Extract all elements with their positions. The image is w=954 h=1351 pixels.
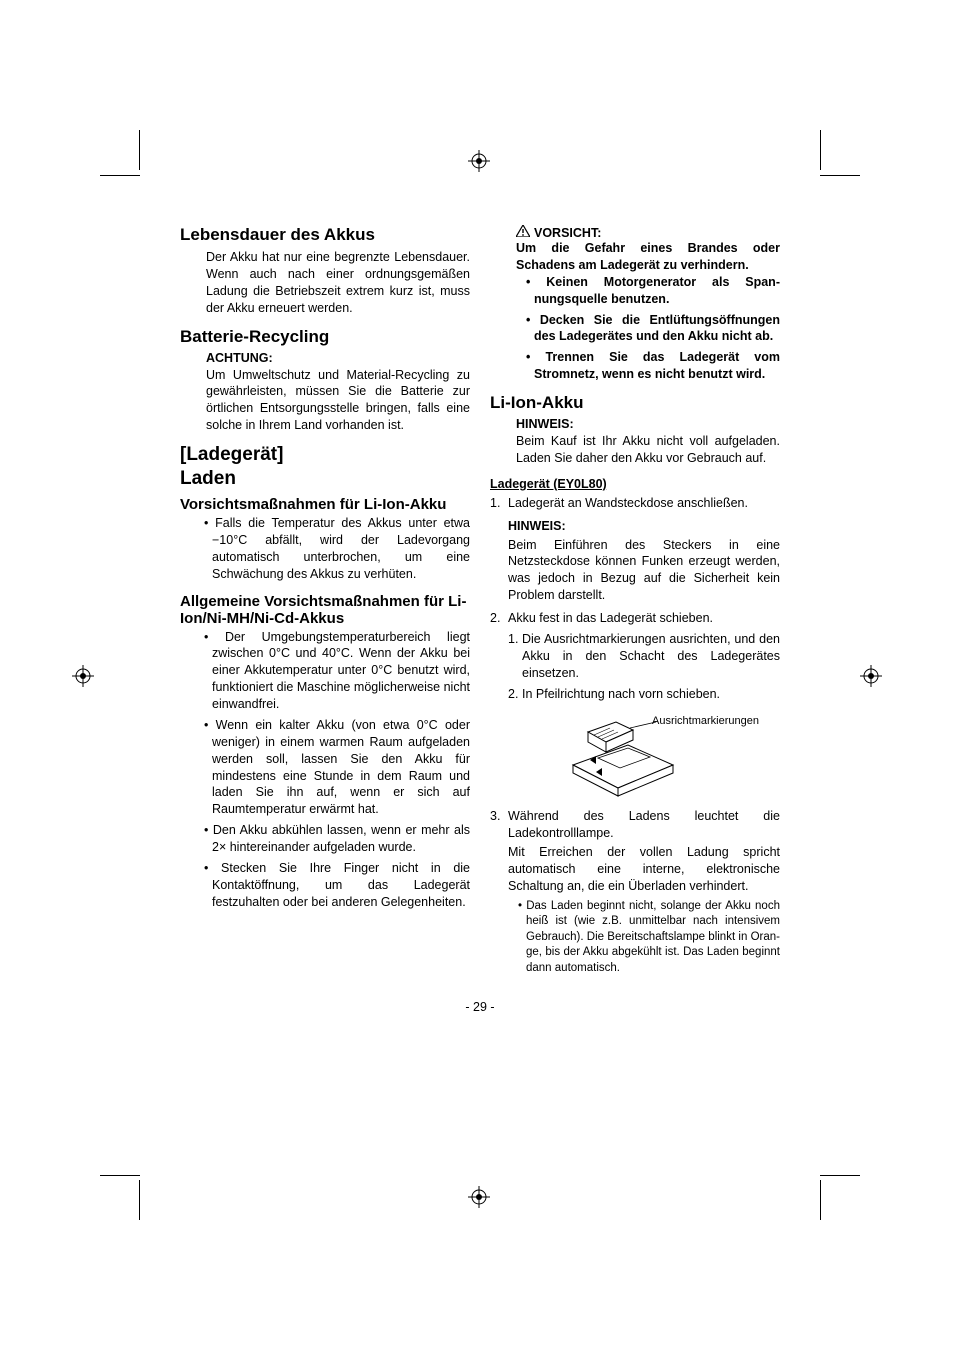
- list-item: Wenn ein kalter Akku (von etwa 0°C oder …: [202, 717, 470, 818]
- charger-figure: Ausrichtmarkierungen: [508, 710, 780, 800]
- vorsicht-heading: VORSICHT:: [490, 225, 780, 240]
- list-item: Keinen Motorgenerator als Span­nungsquel…: [524, 274, 780, 308]
- step-3b-text: Mit Erreichen der vollen Ladung spricht …: [508, 844, 780, 895]
- list-item: Trennen Sie das Ladegerät vom Stromnetz,…: [524, 349, 780, 383]
- substep-2: 2.In Pfeilrichtung nach vorn schieben.: [508, 686, 780, 703]
- vorsicht-label: VORSICHT:: [534, 226, 601, 240]
- achtung-label: ACHTUNG:: [180, 351, 470, 365]
- substep-1: 1.Die Ausrichtmarkierungen ausrichten, u…: [508, 631, 780, 682]
- figure-label: Ausrichtmarkierungen: [652, 714, 759, 729]
- charger-heading: [Ladegerät]: [180, 444, 470, 466]
- vorsicht-list: Keinen Motorgenerator als Span­nungsquel…: [490, 274, 780, 383]
- laden-heading: Laden: [180, 468, 470, 490]
- step-3: 3. Während des Ladens leuchtet die Ladek…: [490, 808, 780, 976]
- lebensdauer-body: Der Akku hat nur eine begrenzte Lebensda…: [180, 249, 470, 317]
- general-precaution-title: Allgemeine Vorsichtsmaßnahmen für Li-Ion…: [180, 593, 470, 627]
- liion-precaution-title: Vorsichtsmaßnahmen für Li-Ion-Akku: [180, 496, 470, 513]
- liion-precaution-list: Falls die Temperatur des Akkus unter etw…: [180, 515, 470, 583]
- section-title-lebensdauer: Lebensdauer des Akkus: [180, 225, 470, 245]
- steps-list: 1. Ladegerät an Wandsteckdose an­schließ…: [490, 495, 780, 977]
- step-3-bullet-list: Das Laden beginnt nicht, solange der Akk…: [508, 899, 780, 977]
- warning-icon: [516, 225, 530, 240]
- hinweis2-body: Beim Einführen des Steckers in eine Netz…: [508, 537, 780, 605]
- step-2-text: Akku fest in das Ladegerät schieben.: [508, 611, 713, 625]
- step-3a-text: Während des Ladens leuchtet die Ladekont…: [508, 809, 780, 840]
- page-content: Lebensdauer des Akkus Der Akku hat nur e…: [180, 225, 780, 1014]
- page-number: - 29 -: [180, 1000, 780, 1014]
- charger-model: Ladegerät (EY0L80): [490, 477, 780, 491]
- step-2: 2. Akku fest in das Ladegerät schieben. …: [490, 610, 780, 800]
- hinweis2-label: HINWEIS:: [508, 518, 780, 535]
- step-2-sublist: 1.Die Ausrichtmarkierungen ausrichten, u…: [508, 631, 780, 703]
- list-item: Das Laden beginnt nicht, solange der Akk…: [516, 899, 780, 977]
- liion-akku-title: Li-Ion-Akku: [490, 393, 780, 413]
- recycling-body: Um Umweltschutz und Material-Recycling z…: [180, 367, 470, 435]
- section-title-recycling: Batterie-Recycling: [180, 327, 470, 347]
- left-column: Lebensdauer des Akkus Der Akku hat nur e…: [180, 225, 470, 982]
- step-1: 1. Ladegerät an Wandsteckdose an­schließ…: [490, 495, 780, 604]
- vorsicht-intro: Um die Gefahr eines Brandes oder Schaden…: [490, 240, 780, 274]
- hinweis1-label: HINWEIS:: [490, 417, 780, 431]
- list-item: Den Akku abkühlen lassen, wenn er mehr a…: [202, 822, 470, 856]
- list-item: Der Umgebungstemperaturbereich liegt zwi…: [202, 629, 470, 713]
- list-item: Falls die Temperatur des Akkus unter etw…: [202, 515, 470, 583]
- list-item: Decken Sie die Entlüftungsöffnun­gen des…: [524, 312, 780, 346]
- step-1-text: Ladegerät an Wandsteckdose an­schließen.: [508, 496, 748, 510]
- hinweis1-body: Beim Kauf ist Ihr Akku nicht voll aufgel…: [490, 433, 780, 467]
- list-item: Stecken Sie Ihre Finger nicht in die Kon…: [202, 860, 470, 911]
- general-precaution-list: Der Umgebungstemperaturbereich liegt zwi…: [180, 629, 470, 911]
- right-column: VORSICHT: Um die Gefahr eines Brandes od…: [490, 225, 780, 982]
